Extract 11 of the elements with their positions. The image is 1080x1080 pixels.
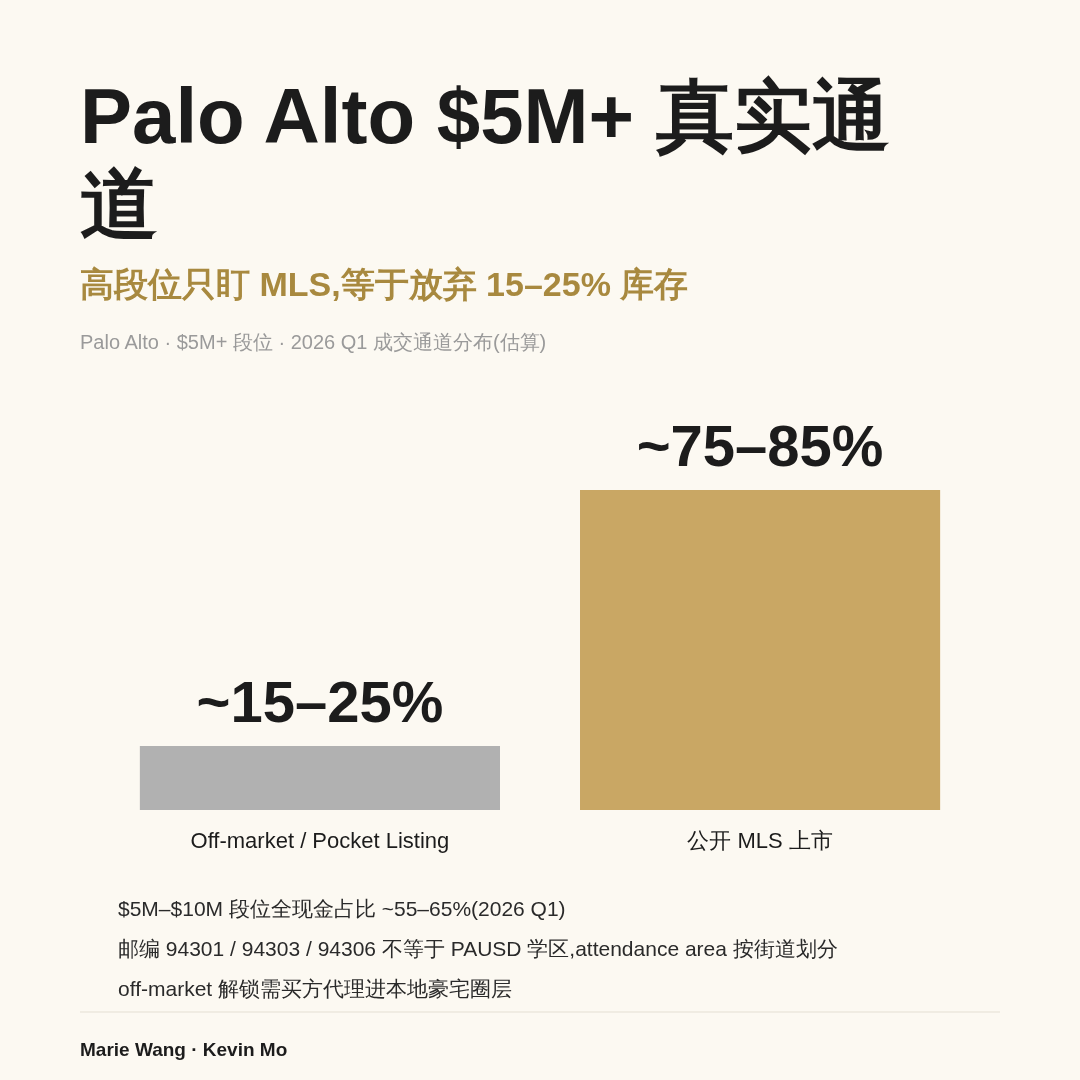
chart-subtitle: 高段位只盯 MLS,等于放弃 15–25% 库存: [80, 265, 689, 303]
data-label: ~15–25%: [196, 669, 444, 734]
x-tick-label: 公开 MLS 上市: [687, 827, 833, 853]
x-tick-label: Off-market / Pocket Listing: [190, 827, 450, 853]
text: Palo Alto · $5M+ 段位 · 2026 Q1 成交通道分布(估算): [80, 331, 547, 353]
text: $5M–$10M 段位全现金占比 ~55–65%(2026 Q1): [118, 897, 566, 920]
text: off-market 解锁需买方代理进本地豪宅圈层: [118, 977, 512, 1000]
text: Marie Wang · Kevin Mo: [80, 1039, 288, 1060]
chart-title: Palo Alto $5M+ 真实通道: [80, 72, 890, 248]
text: 邮编 94301 / 94303 / 94306 不等于 PAUSD 学区,attendance area 按街道划分: [118, 937, 838, 960]
data-label: ~75–85%: [636, 413, 884, 478]
